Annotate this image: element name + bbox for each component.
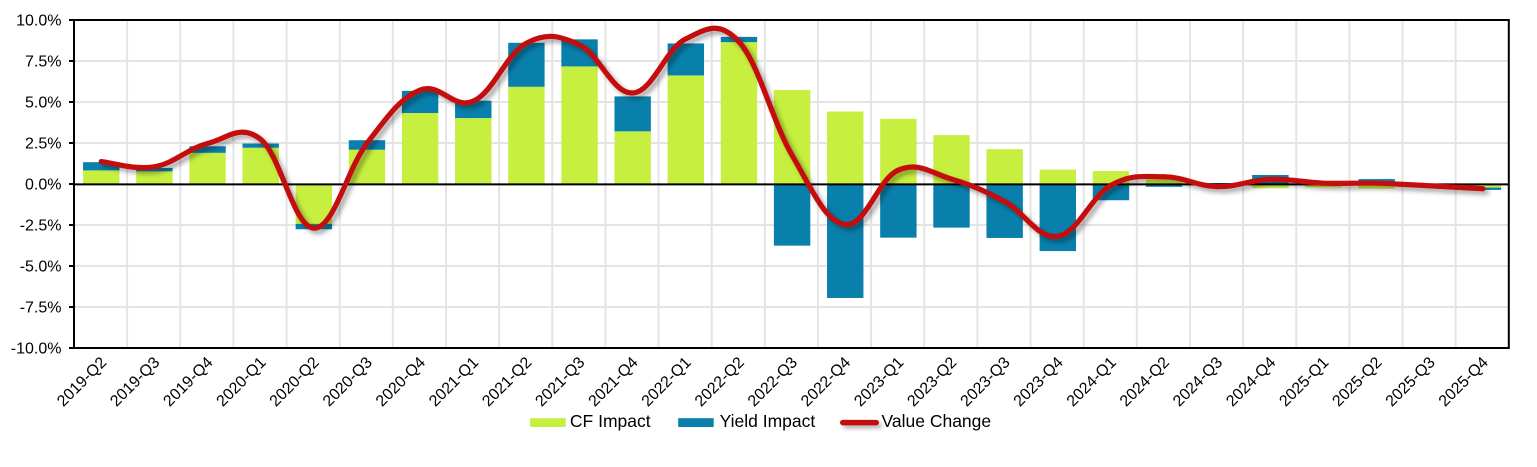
- svg-text:Yield Impact: Yield Impact: [720, 411, 816, 431]
- svg-text:CF Impact: CF Impact: [570, 411, 651, 431]
- svg-text:-7.5%: -7.5%: [20, 300, 62, 317]
- svg-text:-5.0%: -5.0%: [20, 259, 62, 276]
- svg-text:7.5%: 7.5%: [25, 54, 61, 71]
- svg-text:Value Change: Value Change: [882, 411, 992, 431]
- svg-text:0.0%: 0.0%: [25, 177, 61, 194]
- svg-text:-10.0%: -10.0%: [11, 341, 62, 358]
- svg-text:2.5%: 2.5%: [25, 136, 61, 153]
- svg-text:5.0%: 5.0%: [25, 95, 61, 112]
- svg-text:-2.5%: -2.5%: [20, 218, 62, 235]
- svg-text:10.0%: 10.0%: [16, 13, 61, 30]
